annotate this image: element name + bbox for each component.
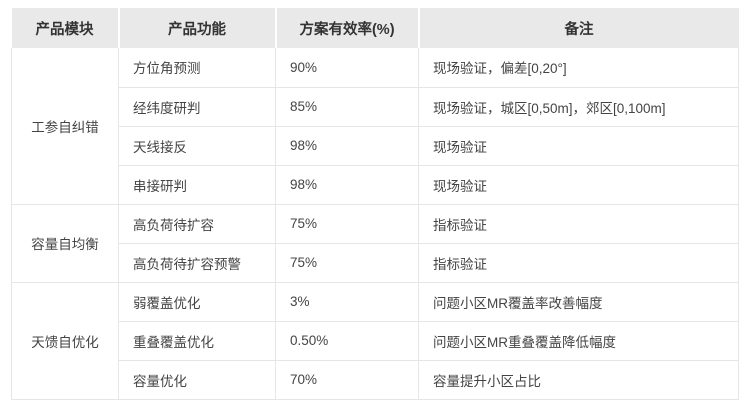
module-cell-rongliang: 容量自均衡: [11, 204, 119, 283]
function-cell: 方位角预测: [118, 48, 276, 88]
table-header-row: 产品模块 产品功能 方案有效率(%) 备注: [11, 8, 739, 48]
column-header-product-module: 产品模块: [11, 8, 120, 48]
table-body: 工参自纠错 方位角预测 90% 现场验证，偏差[0,20°] 经纬度研判 85%…: [11, 48, 739, 400]
table-row: 容量自均衡 高负荷待扩容 75% 指标验证: [11, 204, 739, 283]
column-header-product-function: 产品功能: [118, 8, 277, 48]
function-cell: 弱覆盖优化: [118, 282, 276, 322]
effectiveness-cell: 98%: [275, 126, 419, 166]
remark-cell: 指标验证: [418, 204, 739, 244]
function-cell: 重叠覆盖优化: [118, 321, 276, 361]
table-row: 经纬度研判 85% 现场验证，城区[0,50m]，郊区[0,100m]: [12, 87, 739, 127]
remark-cell: 容量提升小区占比: [418, 360, 739, 400]
effectiveness-cell: 70%: [275, 360, 419, 400]
table-row: 工参自纠错 方位角预测 90% 现场验证，偏差[0,20°]: [11, 48, 739, 205]
remark-cell: 现场验证: [418, 126, 739, 166]
effectiveness-cell: 85%: [275, 87, 419, 127]
table-row: 串接研判 98% 现场验证: [12, 165, 739, 205]
spec-table-container: 产品模块 产品功能 方案有效率(%) 备注 工参自纠错 方位角预测 90% 现场…: [11, 8, 739, 400]
remark-cell: 现场验证: [418, 165, 739, 205]
table-row: 天线接反 98% 现场验证: [12, 126, 739, 166]
module-cell-gongcan: 工参自纠错: [11, 48, 119, 205]
effectiveness-cell: 75%: [275, 243, 419, 283]
remark-cell: 问题小区MR覆盖率改善幅度: [418, 282, 739, 322]
remark-cell: 现场验证，偏差[0,20°]: [418, 48, 739, 88]
table-row: 容量优化 70% 容量提升小区占比: [12, 360, 739, 400]
function-cell: 经纬度研判: [118, 87, 276, 127]
function-cell: 天线接反: [118, 126, 276, 166]
table-row: 重叠覆盖优化 0.50% 问题小区MR重叠覆盖降低幅度: [12, 321, 739, 361]
function-cell: 容量优化: [118, 360, 276, 400]
column-header-effectiveness-rate: 方案有效率(%): [275, 8, 420, 48]
function-cell: 高负荷待扩容: [118, 204, 276, 244]
effectiveness-cell: 75%: [275, 204, 419, 244]
remark-cell: 问题小区MR重叠覆盖降低幅度: [418, 321, 739, 361]
effectiveness-cell: 90%: [275, 48, 419, 88]
remark-cell: 现场验证，城区[0,50m]，郊区[0,100m]: [418, 87, 739, 127]
effectiveness-cell: 98%: [275, 165, 419, 205]
function-cell: 串接研判: [118, 165, 276, 205]
product-capability-table: 产品模块 产品功能 方案有效率(%) 备注 工参自纠错 方位角预测 90% 现场…: [11, 8, 739, 400]
table-header: 产品模块 产品功能 方案有效率(%) 备注: [11, 8, 739, 48]
table-row: 高负荷待扩容预警 75% 指标验证: [12, 243, 739, 283]
column-header-remark: 备注: [418, 8, 739, 48]
module-cell-tiankui: 天馈自优化: [11, 282, 119, 400]
table-row: 天馈自优化 弱覆盖优化 3% 问题小区MR覆盖率改善幅度: [11, 282, 739, 400]
function-cell: 高负荷待扩容预警: [118, 243, 276, 283]
effectiveness-cell: 3%: [275, 282, 419, 322]
effectiveness-cell: 0.50%: [275, 321, 419, 361]
remark-cell: 指标验证: [418, 243, 739, 283]
